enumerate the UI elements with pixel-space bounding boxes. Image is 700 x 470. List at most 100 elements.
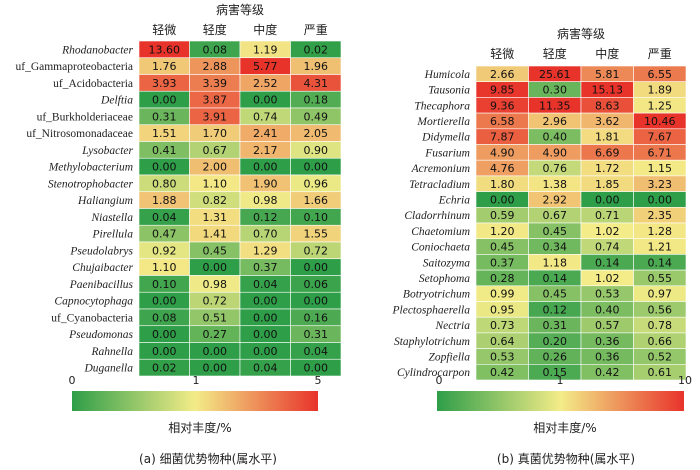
cell-value: 0.00 [253,311,278,324]
panel-title: 病害等级 [557,26,605,41]
panel-caption: (a) 细菌优势物种(属水平) [139,452,277,466]
panel-title: 病害等级 [216,2,264,17]
cell-value: 0.37 [253,261,278,274]
cell-value: 0.08 [203,43,228,56]
cell-value: 6.69 [595,146,620,159]
colorbar-tick: 10 [678,374,692,387]
cell-value: 0.36 [595,350,620,363]
cell-value: 4.76 [490,162,515,175]
cell-value: 1.88 [152,194,177,207]
colorbar [72,391,318,411]
cell-value: 1.29 [253,244,278,257]
cell-value: 0.51 [203,311,228,324]
cell-value: 4.31 [304,77,329,90]
cell-value: 2.17 [253,144,278,157]
cell-value: 1.55 [304,228,329,241]
cell-value: 0.92 [152,244,177,257]
cell-value: 0.90 [304,144,329,157]
cell-value: 8.63 [595,99,620,112]
cell-value: 0.00 [203,362,228,375]
cell-value: 2.00 [203,161,228,174]
row-label: Echria [438,194,471,206]
cell-value: 1.28 [648,225,673,238]
cell-value: 1.02 [595,272,620,285]
cell-value: 0.73 [490,319,515,332]
row-label: Nectria [435,320,471,332]
cell-value: 0.31 [304,328,329,341]
cell-value: 1.72 [595,162,620,175]
cell-value: 0.47 [152,228,177,241]
row-label: Paenibacillus [69,279,134,291]
cell-value: 0.00 [203,345,228,358]
cell-value: 1.85 [595,178,620,191]
cell-value: 0.04 [304,345,329,358]
row-label: uf_Nitrosomonadaceae [26,128,133,140]
cell-value: 0.30 [543,84,568,97]
cell-value: 0.72 [304,244,329,257]
cell-value: 0.42 [490,366,515,379]
row-label: Acremonium [411,163,470,175]
cell-value: 0.16 [304,311,329,324]
cell-value: 0.53 [595,288,620,301]
colorbar-tick: 5 [315,374,322,387]
cell-value: 0.26 [543,350,568,363]
cell-value: 6.55 [648,68,673,81]
row-label: Rahnella [90,346,133,358]
cell-value: 0.00 [253,328,278,341]
cell-value: 0.02 [152,362,177,375]
cell-value: 0.67 [543,209,568,222]
row-label: Duganella [83,363,133,375]
cell-value: 0.14 [648,256,673,269]
cell-value: 0.52 [648,350,673,363]
cell-value: 0.15 [543,366,568,379]
cell-value: 0.80 [152,177,177,190]
cell-value: 0.12 [253,211,278,224]
row-label: Chaetomium [411,226,470,238]
row-label: uf_Acidobacteria [53,78,133,90]
cell-value: 4.90 [543,146,568,159]
cell-value: 3.23 [648,178,673,191]
cell-value: 0.78 [648,319,673,332]
cell-value: 10.46 [644,115,676,128]
cell-value: 3.91 [203,110,228,123]
cell-value: 1.25 [648,99,673,112]
row-label: uf_Burkholderiaceae [37,111,133,123]
cell-value: 0.99 [490,288,515,301]
row-label: Staphylotrichum [394,336,470,348]
cell-value: 9.85 [490,84,515,97]
cell-value: 11.35 [539,99,571,112]
row-label: Coniochaeta [411,242,470,254]
cell-value: 0.06 [304,278,329,291]
cell-value: 1.10 [152,261,177,274]
cell-value: 9.36 [490,99,515,112]
panel-caption: (b) 真菌优势物种(属水平) [497,452,635,466]
cell-value: 0.45 [543,288,568,301]
row-label: uf_Gammaproteobacteria [16,61,134,73]
cell-value: 0.72 [203,295,228,308]
cell-value: 0.02 [304,43,329,56]
cell-value: 3.87 [203,94,228,107]
cell-value: 1.66 [304,194,329,207]
cell-value: 1.70 [203,127,228,140]
cell-value: 0.00 [152,345,177,358]
row-label: Cylindrocarpon [397,367,470,379]
cell-value: 25.61 [539,68,571,81]
cell-value: 7.87 [490,131,515,144]
cell-value: 0.10 [304,211,329,224]
cell-value: 4.90 [490,146,515,159]
cell-value: 2.88 [203,60,228,73]
row-label: Pseudomonas [68,329,133,341]
cell-value: 1.76 [152,60,177,73]
colorbar-tick: 1 [193,374,200,387]
cell-value: 0.74 [595,241,620,254]
row-label: Mortierella [416,116,470,128]
heatmap-cell [633,363,687,381]
cell-value: 0.45 [203,244,228,257]
cell-value: 1.38 [543,178,568,191]
row-label: Pseudolabrys [69,245,133,257]
cell-value: 0.04 [253,362,278,375]
row-label: Delftia [100,95,133,107]
cell-value: 2.05 [304,127,329,140]
